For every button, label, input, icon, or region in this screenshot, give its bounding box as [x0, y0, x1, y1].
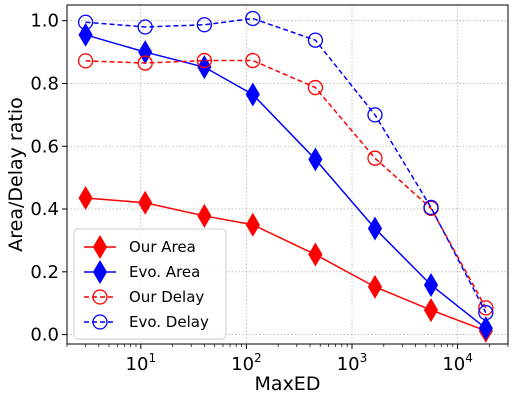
data-point-our-area: [245, 212, 260, 237]
data-point-evo-delay: [245, 10, 261, 27]
data-point-evo-area: [308, 147, 323, 172]
legend-marker-our-delay: [92, 289, 108, 305]
data-point-our-area: [197, 203, 212, 228]
data-point-evo-delay: [307, 32, 324, 48]
data-point-evo-area: [245, 82, 260, 107]
data-point-evo-area: [367, 216, 383, 241]
y-tick-label: 0.8: [30, 73, 59, 94]
x-tick-label: 103: [337, 351, 368, 375]
data-point-our-area: [138, 190, 153, 215]
y-tick-label: 0.6: [30, 136, 59, 157]
x-tick-label: 101: [126, 351, 157, 375]
data-point-evo-delay: [478, 304, 494, 321]
legend-label-our-area: Our Area: [129, 238, 196, 256]
legend-marker-evo-delay: [92, 314, 108, 330]
y-tick-label: 1.0: [30, 11, 59, 32]
data-point-our-delay: [307, 79, 324, 96]
data-point-evo-area: [478, 316, 493, 341]
x-tick-label: 102: [231, 351, 262, 375]
series-our-delay: [77, 52, 494, 316]
y-tick-label: 0.0: [30, 325, 59, 346]
legend-marker-our-area: [92, 235, 108, 259]
y-tick-label: 0.2: [30, 262, 59, 283]
series-line-our-area: [85, 197, 487, 332]
axis-ticks: 0.0 0.2 0.4 0.6 0.8 1.0 101 102 103 104: [30, 11, 509, 375]
data-point-our-delay: [478, 300, 494, 316]
y-tick-label: 0.4: [30, 199, 59, 220]
data-point-our-area: [308, 242, 323, 267]
series-line-evo-area: [85, 34, 487, 329]
data-point-our-area: [367, 274, 383, 299]
data-point-evo-delay: [137, 19, 153, 35]
data-point-our-delay: [367, 150, 383, 166]
series-line-evo-delay: [85, 17, 487, 313]
data-point-evo-area: [423, 273, 439, 297]
data-point-evo-delay: [367, 107, 383, 123]
data-point-evo-delay: [423, 199, 439, 216]
plot-series: [77, 10, 494, 343]
data-point-our-delay: [196, 52, 213, 69]
legend-label-our-delay: Our Delay: [129, 288, 204, 306]
x-tick-label: 104: [442, 351, 473, 375]
data-point-evo-area: [78, 22, 93, 47]
series-line-our-delay: [85, 59, 487, 309]
y-axis-label: Area/Delay ratio: [5, 97, 27, 251]
legend-marker-evo-area: [92, 260, 108, 284]
series-evo-delay: [77, 10, 494, 321]
plot-frame: [66, 4, 509, 345]
legend: Our Area Evo. Area Our Delay Evo. Delay: [73, 228, 227, 340]
data-point-our-delay: [137, 55, 153, 71]
legend-box: [73, 228, 227, 340]
data-point-evo-delay: [196, 17, 213, 33]
legend-label-evo-area: Evo. Area: [129, 263, 200, 281]
data-point-our-area: [78, 186, 93, 211]
legend-label-evo-delay: Evo. Delay: [129, 313, 209, 331]
data-point-our-delay: [77, 53, 94, 69]
x-axis-label: MaxED: [255, 373, 321, 395]
series-evo-area: [78, 22, 493, 341]
data-point-our-delay: [245, 52, 261, 69]
data-point-evo-delay: [77, 14, 94, 30]
data-point-our-area: [423, 298, 439, 323]
